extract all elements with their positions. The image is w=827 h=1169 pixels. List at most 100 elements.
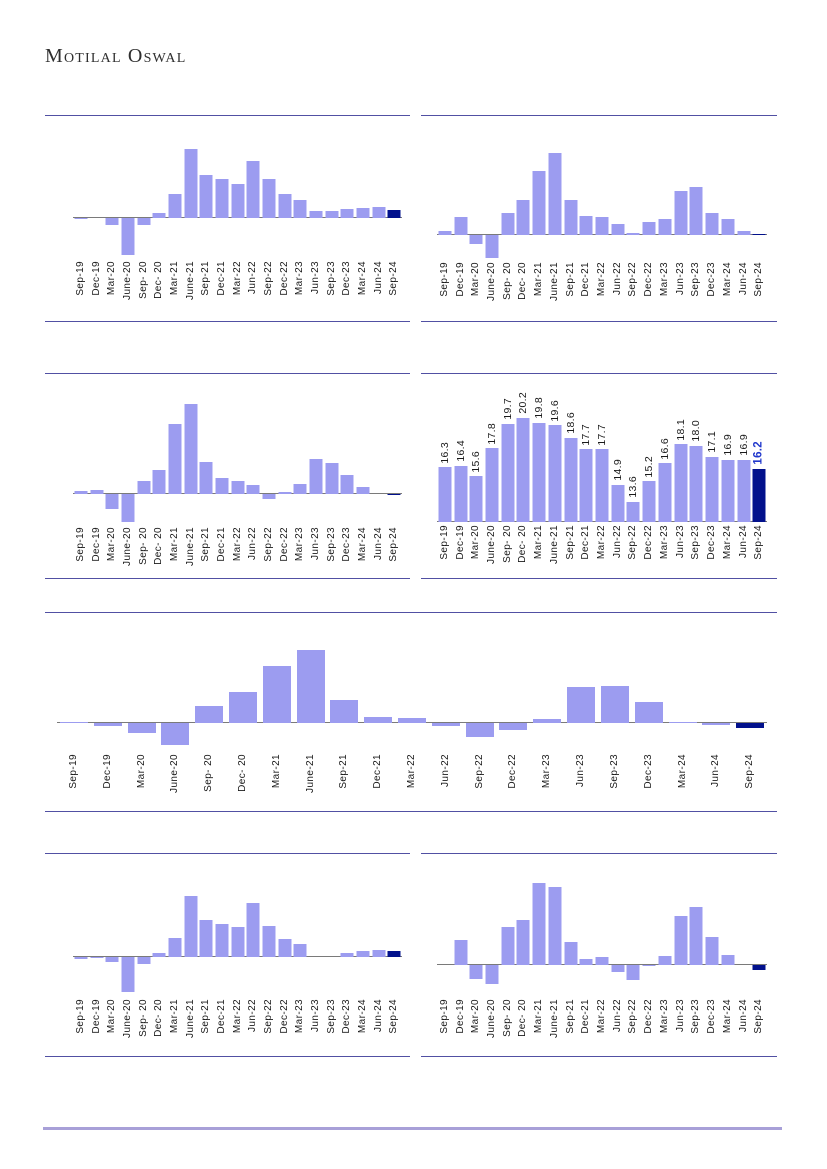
bar-Sep- 20 bbox=[501, 213, 515, 235]
bar-chart-3: Sep-19 Dec-19 Mar-20 June-20 Sep- 20 Dec- 20 M… bbox=[45, 373, 410, 579]
bar-Sep- 20 bbox=[501, 424, 515, 522]
x-axis-label: Dec-23 bbox=[706, 525, 718, 560]
x-axis-label: Jun-22 bbox=[611, 525, 623, 558]
bar-Dec- 20 bbox=[516, 200, 530, 235]
bar-Sep-19 bbox=[438, 467, 452, 522]
bar-Mar-24 bbox=[356, 208, 370, 218]
bar-Mar-22 bbox=[595, 217, 609, 235]
x-axis-label: Dec-23 bbox=[706, 999, 718, 1034]
bar-Dec-22 bbox=[499, 723, 528, 730]
x-axis-label: Sep-23 bbox=[690, 999, 702, 1034]
value-label-Dec- 20: 20.2 bbox=[517, 392, 530, 414]
x-axis-label: Dec-21 bbox=[215, 527, 227, 562]
bar-Mar-23 bbox=[658, 463, 672, 522]
bar-Mar-20 bbox=[469, 965, 483, 979]
x-axis-label: Dec-19 bbox=[90, 261, 102, 296]
bar-Jun-24 bbox=[737, 231, 751, 235]
x-axis-label: Jun-23 bbox=[309, 261, 321, 294]
x-axis-label: Mar-21 bbox=[533, 262, 545, 297]
bar-June-21 bbox=[548, 887, 562, 965]
bar-Sep-22 bbox=[262, 494, 276, 499]
bar-Sep- 20 bbox=[137, 481, 151, 494]
plot-area bbox=[49, 621, 773, 751]
bar-Mar-22 bbox=[595, 957, 609, 965]
x-axis-label: Sep-24 bbox=[753, 262, 765, 297]
x-axis-label: Jun-24 bbox=[372, 999, 384, 1032]
x-axis-label: Sep-24 bbox=[753, 525, 765, 560]
x-axis-label: Mar-24 bbox=[356, 527, 368, 562]
bar-Mar-24 bbox=[721, 219, 735, 235]
x-axis-label: Mar-23 bbox=[294, 261, 306, 296]
bar-Jun-23 bbox=[309, 211, 323, 218]
bar-Mar-22 bbox=[231, 927, 245, 957]
x-axis-label: Dec-22 bbox=[507, 754, 519, 789]
x-axis-label: Sep-21 bbox=[200, 999, 212, 1034]
bar-Jun-22 bbox=[246, 485, 260, 494]
x-axis-label: Mar-21 bbox=[533, 999, 545, 1034]
x-axis-label: Mar-20 bbox=[106, 527, 118, 562]
x-axis-label: June-20 bbox=[169, 754, 181, 793]
bar-June-21 bbox=[184, 896, 198, 957]
bar-Dec-21 bbox=[215, 478, 229, 494]
x-axis-label: Sep-21 bbox=[564, 262, 576, 297]
x-axis-label: Dec-23 bbox=[341, 527, 353, 562]
x-axis-label: Mar-20 bbox=[470, 999, 482, 1034]
x-axis-label: Jun-24 bbox=[737, 999, 749, 1032]
bar-Sep-23 bbox=[325, 463, 339, 494]
bar-Mar-22 bbox=[231, 184, 245, 218]
x-axis-label: Sep-19 bbox=[438, 525, 450, 560]
value-label-June-20: 17.8 bbox=[485, 422, 498, 445]
bar-chart-7: Sep-19 Dec-19 Mar-20 June-20 Sep- 20 Dec- 20 M… bbox=[421, 853, 777, 1057]
bar-Jun-24 bbox=[372, 950, 386, 957]
bar-Sep- 20 bbox=[501, 927, 515, 965]
bar-Sep-22 bbox=[262, 179, 276, 218]
bar-Sep- 20 bbox=[137, 957, 151, 964]
bar-Jun-22 bbox=[611, 965, 625, 972]
x-axis-label: Jun-23 bbox=[674, 525, 686, 558]
bar-Sep-21 bbox=[199, 462, 213, 494]
value-label-June-21: 19.6 bbox=[548, 399, 561, 422]
x-axis-label: Sep-21 bbox=[338, 754, 350, 789]
x-axis-label: Sep-22 bbox=[262, 261, 274, 296]
x-axis-label: Sep-23 bbox=[325, 261, 337, 296]
x-axis-label: Mar-23 bbox=[541, 754, 553, 789]
x-axis-label: Sep- 20 bbox=[501, 999, 513, 1037]
x-axis-label: June-21 bbox=[304, 754, 316, 793]
x-axis-label: Dec-22 bbox=[278, 261, 290, 296]
bar-Sep-22 bbox=[626, 501, 640, 522]
bar-June-21 bbox=[184, 149, 198, 218]
bar-chart-6: Sep-19 Dec-19 Mar-20 June-20 Sep- 20 Dec- 20 M… bbox=[45, 853, 410, 1057]
x-axis-label: Dec-23 bbox=[341, 999, 353, 1034]
x-axis-label: June-20 bbox=[486, 999, 498, 1038]
bar-Mar-23 bbox=[293, 944, 307, 957]
x-axis-label: Sep-24 bbox=[388, 261, 400, 296]
bar-Sep-19 bbox=[59, 722, 88, 723]
x-axis-label: Sep-21 bbox=[200, 527, 212, 562]
bar-Mar-24 bbox=[721, 459, 735, 522]
x-axis-label: Sep-24 bbox=[388, 999, 400, 1034]
x-axis-label: June-21 bbox=[548, 525, 560, 564]
bar-June-20 bbox=[161, 723, 190, 745]
bar-June-21 bbox=[184, 404, 198, 494]
x-axis-label: Jun-22 bbox=[611, 262, 623, 295]
x-axis-label: Sep-21 bbox=[564, 999, 576, 1034]
bar-Mar-21 bbox=[532, 422, 546, 522]
x-axis-label: Sep-19 bbox=[67, 754, 79, 789]
plot-area bbox=[49, 862, 406, 996]
bar-Jun-22 bbox=[431, 723, 460, 726]
bar-Dec- 20 bbox=[152, 953, 166, 957]
bar-chart-4: 16.3 16.4 15.6 17.8 19.7 20.2 19.8 19.6 18.6 17.7… bbox=[421, 373, 777, 579]
x-axis-label: Mar-20 bbox=[135, 754, 147, 789]
bar-Mar-23 bbox=[293, 200, 307, 218]
x-axis-label: Sep- 20 bbox=[501, 262, 513, 300]
x-axis-labels: Sep-19 Dec-19 Mar-20 June-20 Sep- 20 Dec- 20 M… bbox=[425, 999, 773, 1038]
x-axis-label: Jun-24 bbox=[710, 754, 722, 787]
x-axis-label: Mar-20 bbox=[106, 999, 118, 1034]
x-axis-label: Mar-22 bbox=[596, 999, 608, 1034]
bar-June-20 bbox=[121, 494, 135, 522]
bar-Sep- 20 bbox=[137, 218, 151, 225]
x-axis-label: Mar-20 bbox=[470, 525, 482, 560]
x-axis-label: Jun-23 bbox=[674, 999, 686, 1032]
value-label-Dec-19: 16.4 bbox=[454, 440, 467, 462]
